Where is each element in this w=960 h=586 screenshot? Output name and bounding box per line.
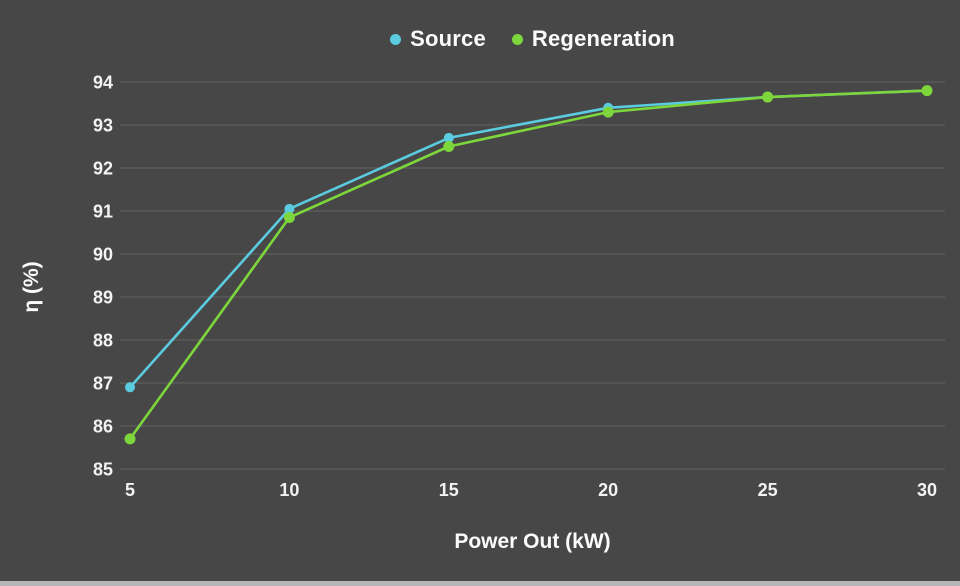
y-tick-label-85: 85 <box>93 460 113 480</box>
x-tick-label-25: 25 <box>758 480 778 500</box>
point-regeneration-10[interactable] <box>283 211 295 223</box>
legend-label-source: Source <box>410 26 486 51</box>
point-regeneration-30[interactable] <box>921 85 933 97</box>
point-source-15[interactable] <box>443 132 454 143</box>
point-source-10[interactable] <box>284 203 295 214</box>
x-tick-label-20: 20 <box>598 480 618 500</box>
x-tick-label-5: 5 <box>125 480 135 500</box>
y-tick-label-91: 91 <box>93 202 113 222</box>
point-regeneration-25[interactable] <box>762 91 774 103</box>
y-tick-label-86: 86 <box>93 417 113 437</box>
series-line-regeneration <box>128 89 928 440</box>
series-line-source <box>129 89 928 389</box>
y-tick-label-88: 88 <box>93 331 113 351</box>
x-tick-label-15: 15 <box>439 480 459 500</box>
y-tick-label-89: 89 <box>93 288 113 308</box>
legend-dot-source-icon <box>390 33 402 45</box>
point-regeneration-5[interactable] <box>124 433 136 445</box>
point-regeneration-20[interactable] <box>602 106 614 118</box>
x-tick-label-10: 10 <box>279 480 299 500</box>
y-tick-label-94: 94 <box>93 73 113 93</box>
legend-item-regeneration[interactable]: Regeneration <box>511 26 675 52</box>
point-source-5[interactable] <box>125 382 135 393</box>
y-tick-label-87: 87 <box>93 374 113 394</box>
legend-item-source[interactable]: Source <box>390 26 486 52</box>
bottom-edge-strip <box>0 581 960 586</box>
point-regeneration-15[interactable] <box>443 141 455 152</box>
legend-label-regeneration: Regeneration <box>531 26 675 51</box>
y-tick-label-93: 93 <box>93 116 113 136</box>
chart-legend: Source Regeneration <box>120 26 945 52</box>
x-axis-title: Power Out (kW) <box>454 530 611 553</box>
y-tick-label-92: 92 <box>93 159 113 179</box>
y-tick-label-90: 90 <box>93 245 113 265</box>
x-tick-label-30: 30 <box>917 480 937 500</box>
legend-dot-regeneration-icon <box>511 33 523 45</box>
